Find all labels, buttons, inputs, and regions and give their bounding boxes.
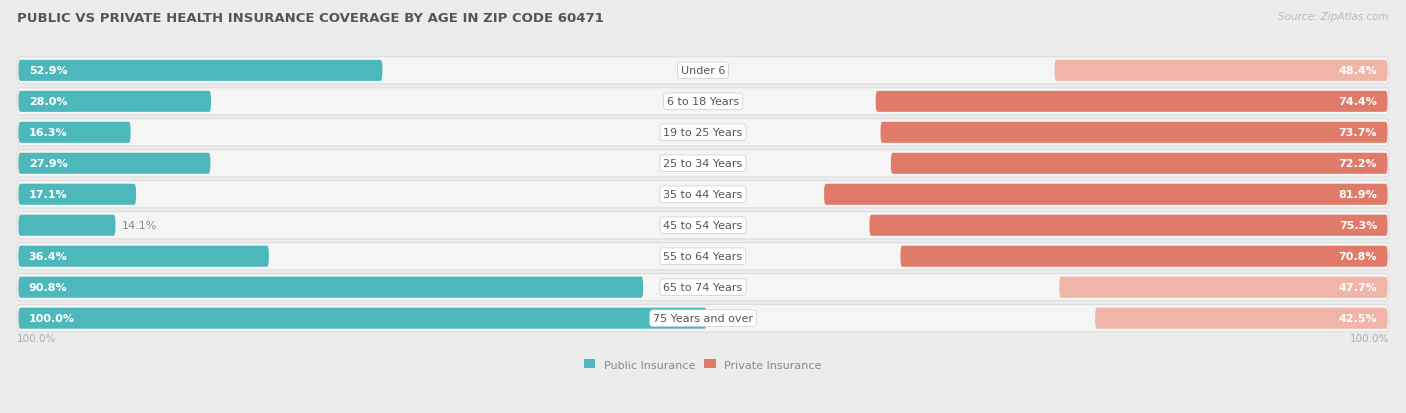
FancyBboxPatch shape: [1059, 277, 1388, 298]
Text: 75 Years and over: 75 Years and over: [652, 313, 754, 323]
Text: 42.5%: 42.5%: [1339, 313, 1378, 323]
FancyBboxPatch shape: [18, 92, 211, 113]
FancyBboxPatch shape: [18, 61, 382, 82]
Text: 75.3%: 75.3%: [1339, 221, 1378, 231]
Text: 100.0%: 100.0%: [1350, 334, 1389, 344]
FancyBboxPatch shape: [17, 305, 1389, 332]
FancyBboxPatch shape: [17, 212, 1389, 239]
Text: 81.9%: 81.9%: [1339, 190, 1378, 200]
FancyBboxPatch shape: [18, 184, 136, 205]
FancyBboxPatch shape: [17, 119, 1389, 147]
Text: 100.0%: 100.0%: [17, 334, 56, 344]
Text: 45 to 54 Years: 45 to 54 Years: [664, 221, 742, 231]
Text: Under 6: Under 6: [681, 66, 725, 76]
Text: 73.7%: 73.7%: [1339, 128, 1378, 138]
FancyBboxPatch shape: [17, 274, 1389, 301]
FancyBboxPatch shape: [1054, 61, 1388, 82]
FancyBboxPatch shape: [18, 153, 211, 174]
FancyBboxPatch shape: [17, 88, 1389, 116]
Text: 25 to 34 Years: 25 to 34 Years: [664, 159, 742, 169]
Text: 55 to 64 Years: 55 to 64 Years: [664, 252, 742, 261]
FancyBboxPatch shape: [1095, 308, 1388, 329]
FancyBboxPatch shape: [880, 123, 1388, 143]
Text: 28.0%: 28.0%: [28, 97, 67, 107]
Text: PUBLIC VS PRIVATE HEALTH INSURANCE COVERAGE BY AGE IN ZIP CODE 60471: PUBLIC VS PRIVATE HEALTH INSURANCE COVER…: [17, 12, 603, 25]
Text: 35 to 44 Years: 35 to 44 Years: [664, 190, 742, 200]
FancyBboxPatch shape: [876, 92, 1388, 113]
Text: 17.1%: 17.1%: [28, 190, 67, 200]
Text: 19 to 25 Years: 19 to 25 Years: [664, 128, 742, 138]
FancyBboxPatch shape: [18, 277, 643, 298]
FancyBboxPatch shape: [891, 153, 1388, 174]
Text: 16.3%: 16.3%: [28, 128, 67, 138]
Text: 90.8%: 90.8%: [28, 282, 67, 292]
Text: 74.4%: 74.4%: [1339, 97, 1378, 107]
FancyBboxPatch shape: [869, 215, 1388, 236]
FancyBboxPatch shape: [824, 184, 1388, 205]
FancyBboxPatch shape: [18, 123, 131, 143]
FancyBboxPatch shape: [17, 150, 1389, 178]
Legend: Public Insurance, Private Insurance: Public Insurance, Private Insurance: [579, 355, 827, 374]
Text: 27.9%: 27.9%: [28, 159, 67, 169]
Text: 100.0%: 100.0%: [28, 313, 75, 323]
Text: 70.8%: 70.8%: [1339, 252, 1378, 261]
FancyBboxPatch shape: [900, 246, 1388, 267]
Text: 14.1%: 14.1%: [122, 221, 157, 231]
Text: Source: ZipAtlas.com: Source: ZipAtlas.com: [1278, 12, 1389, 22]
FancyBboxPatch shape: [18, 215, 115, 236]
Text: 47.7%: 47.7%: [1339, 282, 1378, 292]
FancyBboxPatch shape: [18, 308, 706, 329]
Text: 65 to 74 Years: 65 to 74 Years: [664, 282, 742, 292]
FancyBboxPatch shape: [18, 246, 269, 267]
FancyBboxPatch shape: [17, 243, 1389, 270]
Text: 48.4%: 48.4%: [1339, 66, 1378, 76]
FancyBboxPatch shape: [17, 181, 1389, 209]
Text: 36.4%: 36.4%: [28, 252, 67, 261]
Text: 6 to 18 Years: 6 to 18 Years: [666, 97, 740, 107]
FancyBboxPatch shape: [17, 57, 1389, 85]
Text: 52.9%: 52.9%: [28, 66, 67, 76]
Text: 72.2%: 72.2%: [1339, 159, 1378, 169]
